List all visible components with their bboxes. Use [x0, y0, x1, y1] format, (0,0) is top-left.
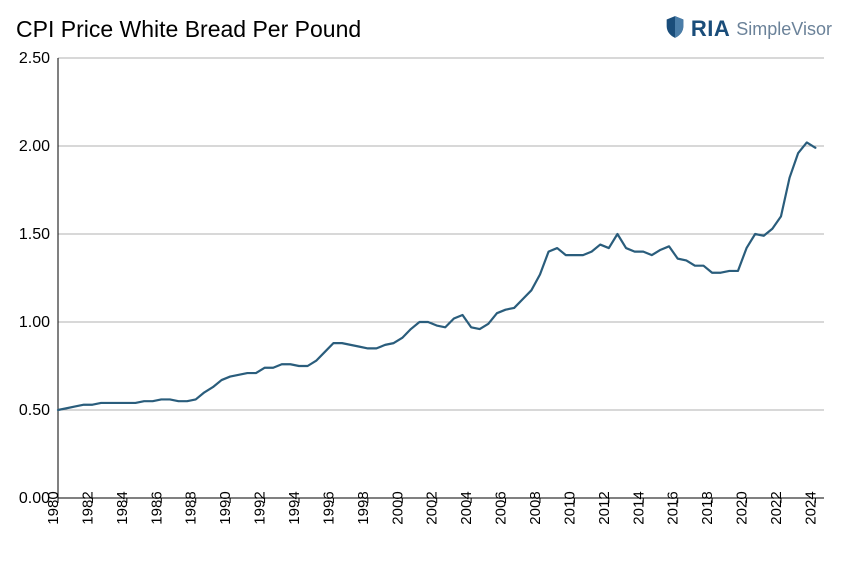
x-tick-label: 1998 — [355, 491, 372, 524]
y-tick-label: 1.50 — [19, 226, 50, 243]
x-tick-label: 2018 — [699, 491, 716, 524]
shield-icon — [665, 15, 685, 44]
x-tick-label: 2024 — [802, 491, 819, 524]
x-tick-label: 1988 — [183, 491, 200, 524]
x-tick-label: 1994 — [286, 491, 303, 524]
x-tick-label: 1996 — [320, 491, 337, 524]
x-tick-label: 1980 — [45, 491, 62, 524]
x-tick-label: 2008 — [527, 491, 544, 524]
chart-header: CPI Price White Bread Per Pound RIA Simp… — [0, 0, 848, 50]
chart-title: CPI Price White Bread Per Pound — [16, 16, 361, 43]
x-tick-label: 2010 — [561, 491, 578, 524]
x-tick-label: 1982 — [79, 491, 96, 524]
y-tick-label: 2.50 — [19, 50, 50, 67]
x-tick-label: 2004 — [458, 491, 475, 524]
y-tick-label: 2.00 — [19, 138, 50, 155]
brand-primary: RIA — [691, 16, 730, 42]
x-tick-label: 2020 — [734, 491, 751, 524]
x-tick-label: 1990 — [217, 491, 234, 524]
y-tick-label: 0.50 — [19, 402, 50, 419]
x-tick-label: 2000 — [389, 491, 406, 524]
x-tick-label: 1984 — [114, 491, 131, 524]
x-tick-label: 2022 — [768, 491, 785, 524]
brand-block: RIA SimpleVisor — [665, 15, 832, 44]
y-tick-label: 1.00 — [19, 314, 50, 331]
brand-secondary: SimpleVisor — [736, 19, 832, 40]
x-tick-label: 2016 — [665, 491, 682, 524]
x-tick-label: 2006 — [493, 491, 510, 524]
x-tick-label: 1992 — [252, 491, 269, 524]
chart-area: 0.000.501.001.502.002.501980198219841986… — [8, 48, 834, 556]
x-tick-label: 1986 — [148, 491, 165, 524]
x-tick-label: 2014 — [630, 491, 647, 524]
price-line — [58, 142, 815, 410]
x-tick-label: 2012 — [596, 491, 613, 524]
x-tick-label: 2002 — [424, 491, 441, 524]
line-chart: 0.000.501.001.502.002.501980198219841986… — [8, 48, 834, 556]
